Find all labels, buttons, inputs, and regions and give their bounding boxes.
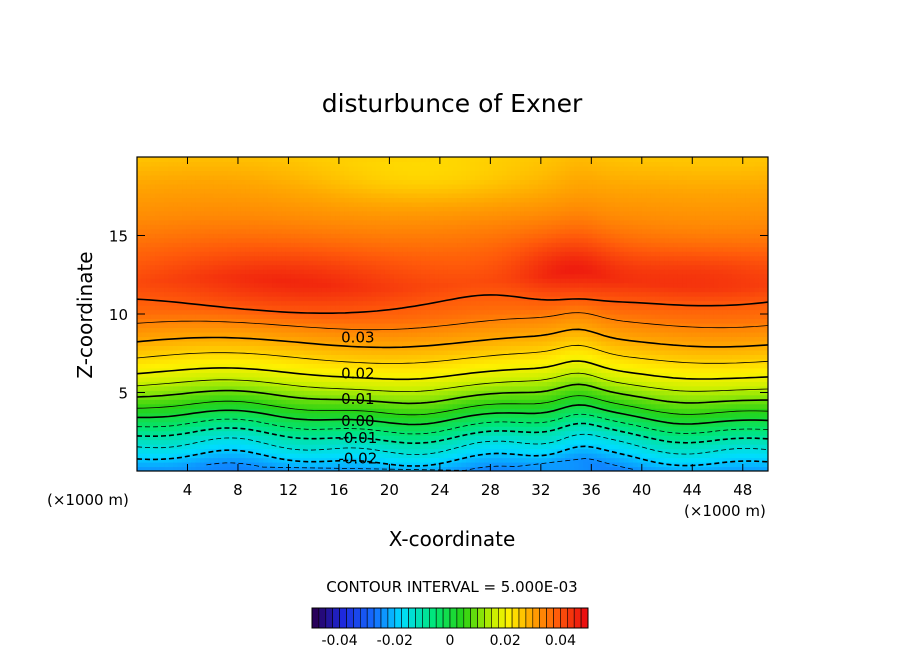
colorbar-swatch [463,607,471,629]
colorbar-swatch [422,607,430,629]
colorbar-swatch [573,607,582,629]
colorbar-swatch [553,607,561,629]
contour-fill [137,157,768,471]
colorbar-swatch [394,607,402,629]
colorbar-tick-label: 0.02 [490,633,521,649]
colorbar-swatch [332,607,340,629]
contour-label: 0.00 [341,412,374,430]
colorbar-tick-label: -0.02 [377,633,413,649]
colorbar-swatch [353,607,361,629]
colorbar-swatch [346,607,354,629]
x-tick-label: 20 [380,481,399,499]
x-tick-label: 28 [481,481,500,499]
colorbar-swatch [539,607,547,629]
colorbar-swatch [387,607,396,629]
y-axis-title: Z-coordinate [73,251,97,378]
contour-line [137,422,768,445]
colorbar-swatch [401,607,409,629]
colorbar-swatch [380,607,389,629]
contour-label: 0.02 [341,365,374,383]
contour-lines [137,294,768,471]
colorbar-swatch [497,607,506,629]
contour-line [137,344,768,364]
colorbar-swatch [415,607,423,629]
colorbar-swatch [560,607,568,629]
contour-line [137,433,768,456]
colorbar-swatch [311,607,320,629]
colorbar-swatch [339,607,347,629]
colorbar-swatch [366,607,375,629]
colorbar: -0.04 -0.02 0 0.02 0.04 [311,607,589,649]
contour-line [137,312,768,331]
colorbar-swatch [442,607,451,629]
x-axis-title: X-coordinate [389,527,516,551]
x-unit-left: (×1000 m) [47,491,129,509]
y-tick-label: 5 [118,385,128,403]
colorbar-swatch [491,607,499,629]
colorbar-swatch [580,607,589,629]
x-tick-label: 40 [632,481,651,499]
x-tick-label: 32 [531,481,550,499]
y-axis: 5 10 15 [109,228,768,403]
x-axis: 4 8 12 16 20 24 28 32 36 40 44 48 [183,157,752,499]
contour-label: -0.01 [338,429,377,447]
colorbar-tick-label: 0 [446,633,455,649]
contour-line [137,360,768,381]
colorbar-swatch [525,607,534,629]
contour-line [137,413,768,435]
x-tick-label: 48 [733,481,752,499]
colorbar-swatch [449,607,458,629]
colorbar-swatch [408,607,416,629]
colorbar-swatch [325,607,333,629]
contour-line [137,372,768,393]
x-tick-label: 16 [329,481,348,499]
colorbar-swatch [373,607,382,629]
colorbar-swatch [484,607,492,629]
contour-line [137,328,768,349]
contour-line [137,395,768,416]
x-tick-label: 24 [430,481,449,499]
contour-interval-text: CONTOUR INTERVAL = 5.000E-03 [326,578,577,596]
colorbar-swatch [477,607,485,629]
x-tick-label: 8 [233,481,243,499]
contour-labels: 0.03 0.02 0.01 0.00-0.01 -0.02 [338,329,377,468]
contour-label: 0.01 [341,390,374,408]
contour-line [137,294,768,315]
contour-label: 0.03 [341,329,374,347]
colorbar-swatch [359,607,368,629]
colorbar-swatch [470,607,478,629]
x-unit-right: (×1000 m) [684,502,766,520]
x-tick-label: 4 [183,481,193,499]
y-tick-label: 15 [109,228,128,246]
contour-line [137,404,768,426]
contour-line [137,445,768,467]
colorbar-swatch [318,607,327,629]
x-tick-label: 12 [279,481,298,499]
x-tick-label: 44 [683,481,702,499]
colorbar-swatch [546,607,554,629]
contour-line [206,458,636,471]
colorbar-swatch [511,607,520,629]
colorbar-frame [311,607,589,629]
colorbar-swatch [456,607,465,629]
colorbar-swatch [504,607,513,629]
colorbar-swatch [428,607,437,629]
colorbar-swatch [435,607,444,629]
chart-title: disturbunce of Exner [322,89,583,118]
contour-label: -0.02 [338,449,377,467]
colorbar-tick-label: -0.04 [321,633,357,649]
y-tick-label: 10 [109,306,128,324]
colorbar-swatch [532,607,540,629]
colorbar-swatch [518,607,527,629]
x-tick-label: 36 [582,481,601,499]
colorbar-tick-label: 0.04 [545,633,576,649]
contour-line [137,383,768,405]
colorbar-swatch [566,607,575,629]
